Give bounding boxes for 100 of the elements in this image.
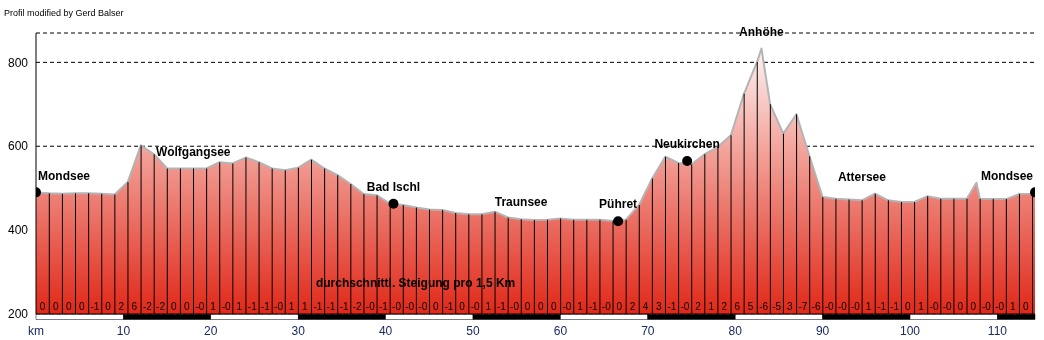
annotation: 1	[918, 300, 925, 312]
annotation: Mondsee	[980, 168, 1034, 183]
annotation: -1	[339, 300, 349, 312]
annotation: Traunsee	[494, 195, 548, 210]
annotation: 2	[695, 300, 702, 312]
annotation: -0	[824, 300, 835, 312]
annotation: 0	[39, 300, 46, 312]
annotation: -1	[877, 300, 887, 312]
annotation: -1	[260, 300, 271, 312]
point	[682, 155, 693, 166]
annotation: Wolfgangsee	[156, 144, 231, 159]
annotation: -1	[496, 300, 507, 312]
annotation: -1	[90, 300, 100, 312]
annotation: 0	[957, 300, 964, 312]
annotation: -0	[982, 300, 992, 312]
annotation: -0	[221, 300, 231, 312]
annotation: 1	[1009, 300, 1016, 312]
annotation: Anhöhe	[739, 24, 785, 39]
x-tick-label: km	[28, 323, 44, 338]
annotation: -0	[274, 300, 284, 312]
annotation: -0	[850, 300, 861, 312]
annotation: Mondsee	[38, 168, 91, 183]
annotation: 1	[485, 300, 492, 312]
x-tick-label: 10	[116, 323, 131, 338]
point	[388, 198, 399, 209]
annotation: -1	[313, 300, 323, 312]
x-tick-label: 80	[728, 323, 743, 338]
annotation: -0	[601, 300, 612, 312]
annotation: 0	[105, 300, 112, 312]
annotation: -0	[195, 300, 205, 312]
x-tick-label: 110	[987, 323, 1008, 338]
annotation: 5	[747, 300, 754, 312]
annotation: Attersee	[837, 169, 887, 184]
annotation: -2	[352, 300, 363, 312]
annotation: Bad Ischl	[366, 179, 421, 194]
annotation: 1	[708, 300, 715, 312]
annotation: -6	[759, 300, 769, 312]
point	[613, 216, 624, 227]
annotation: 0	[170, 300, 177, 312]
annotation: -1	[378, 300, 389, 312]
annotation: 3	[787, 300, 794, 312]
annotation: -0	[392, 300, 402, 312]
annotation: -0	[995, 300, 1005, 312]
annotation: 6	[734, 300, 741, 312]
chart-title: Profil modified by Gerd Balser	[4, 8, 124, 18]
x-tick-label: 70	[641, 323, 655, 338]
annotation: Pühret	[599, 197, 638, 212]
annotation: -1	[444, 300, 454, 312]
annotation: -0	[510, 300, 520, 312]
annotation: 0	[65, 300, 72, 312]
annotation: 1	[301, 300, 308, 312]
annotation: -2	[156, 300, 166, 312]
annotation: 1	[236, 300, 243, 312]
annotation: -5	[772, 300, 782, 312]
annotation: 6	[131, 300, 138, 312]
annotation: 0	[183, 300, 190, 312]
annotation: 1	[210, 300, 217, 312]
annotation: -1	[667, 300, 677, 312]
annotation: -0	[929, 300, 939, 312]
annotation: 0	[524, 300, 531, 312]
annotation: 4	[642, 300, 649, 312]
annotation: 2	[629, 300, 636, 312]
y-tick-label: 800	[7, 55, 29, 70]
annotation: -1	[247, 300, 258, 312]
y-tick-label: 200	[7, 307, 29, 322]
annotation: -1	[588, 300, 599, 312]
x-tick-label: 50	[466, 323, 480, 338]
annotation: 1	[577, 300, 584, 312]
annotation: 0	[616, 300, 623, 312]
x-tick-label: 100	[900, 323, 921, 338]
annotation: 0	[52, 300, 59, 312]
annotation: 0	[459, 300, 466, 312]
annotation: -0	[562, 300, 572, 312]
annotation: -6	[811, 300, 821, 312]
annotation: -0	[942, 300, 953, 312]
annotation: -2	[142, 300, 153, 312]
annotation: -0	[837, 300, 848, 312]
x-tick-label: 20	[204, 323, 218, 338]
annotation: 2	[118, 300, 125, 312]
annotation: 0	[551, 300, 558, 312]
x-tick-label: 90	[815, 323, 830, 338]
annotation: -1	[326, 300, 336, 312]
annotation: -0	[680, 300, 690, 312]
annotation: 1	[288, 300, 295, 312]
annotation: -0	[470, 300, 481, 312]
annotation: -0	[418, 300, 428, 312]
y-tick-label: 600	[7, 139, 29, 154]
x-tick-label: 60	[553, 323, 568, 338]
annotation: 0	[79, 300, 86, 312]
annotation: -0	[365, 300, 376, 312]
annotation: 0	[905, 300, 912, 312]
annotation: -7	[798, 300, 808, 312]
annotation: 2	[721, 300, 728, 312]
y-tick-label: 400	[7, 223, 29, 238]
x-tick-label: 40	[378, 323, 393, 338]
annotation: -1	[890, 300, 900, 312]
annotation: 0	[537, 300, 544, 312]
annotation: Neukirchen	[654, 137, 720, 152]
annotation: 0	[1023, 300, 1030, 312]
annotation: -0	[405, 300, 415, 312]
